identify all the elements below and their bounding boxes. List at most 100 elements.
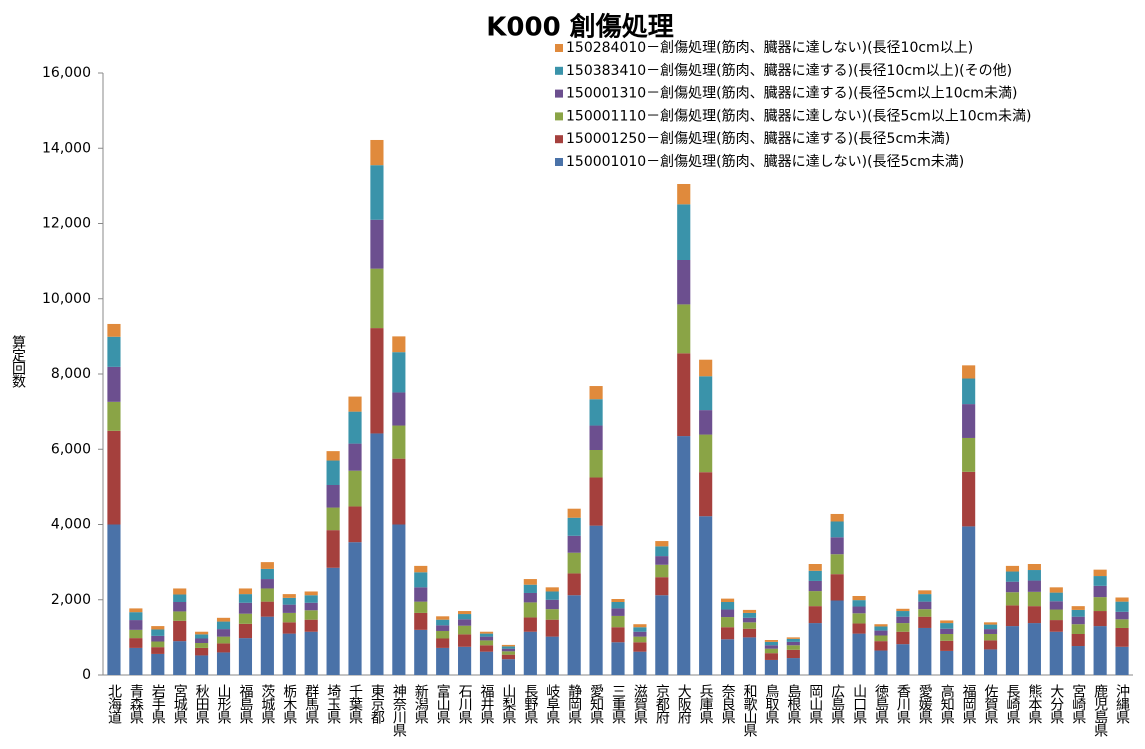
x-tick-label: 三重県 [610, 684, 626, 724]
bar-segment [392, 524, 406, 675]
x-tick-label: 新潟県 [413, 684, 429, 724]
bar-segment [764, 653, 778, 660]
bar-segment [523, 617, 537, 632]
bar-segment [370, 328, 384, 434]
x-tick-label: 福岡県 [961, 684, 977, 724]
bar-segment [173, 594, 187, 603]
bar-segment [216, 629, 231, 637]
bar-segment [151, 635, 165, 642]
bar-segment [1115, 646, 1129, 675]
bar-segment [655, 546, 669, 557]
bar-segment [523, 631, 537, 675]
x-tick-label: 山形県 [216, 684, 232, 724]
y-tick-label: 2,000 [51, 592, 91, 608]
x-tick-label: 大分県 [1048, 684, 1064, 724]
bar-segment [874, 641, 888, 651]
legend-label: 150001250－創傷処理(筋肉、臓器に達する)(長径5cm未満) [566, 130, 950, 147]
bar-segment [786, 658, 800, 675]
bar-segment [852, 633, 866, 675]
bar-segment [1049, 631, 1063, 675]
bar-segment [940, 633, 954, 641]
bar-segment [479, 636, 494, 641]
bar-segment [348, 411, 362, 444]
bar-segment [501, 648, 515, 652]
bar-segment [589, 386, 603, 400]
x-tick-label: 岡山県 [807, 684, 823, 724]
bar-segment [282, 597, 296, 605]
bar-segment [260, 601, 274, 617]
bar-segment [304, 595, 318, 603]
bar-segment [458, 646, 472, 675]
bar-segment [392, 392, 406, 426]
bar-segment [107, 323, 121, 337]
bar-segment [1093, 585, 1107, 598]
legend-swatch [555, 135, 563, 144]
bar-segment [238, 613, 253, 624]
bar-segment [304, 602, 318, 611]
bar-segment [173, 588, 187, 595]
bar-segment [589, 477, 603, 526]
bar-segment [414, 587, 428, 602]
bar-segment [983, 629, 998, 634]
x-tick-label: 埼玉県 [325, 684, 341, 724]
bar-segment [129, 620, 143, 630]
bar-segment [983, 649, 998, 675]
bar-segment [918, 609, 932, 617]
bar-segment [611, 608, 625, 616]
y-tick-label: 10,000 [42, 291, 91, 307]
bar-segment [392, 352, 406, 393]
bar-segment [940, 650, 954, 675]
bar-segment [567, 508, 581, 518]
bar-segment [216, 617, 231, 622]
bar-segment [655, 577, 669, 596]
bar-segment [216, 643, 231, 653]
bar-segment [786, 637, 800, 639]
x-tick-label: 愛媛県 [917, 684, 933, 724]
legend-swatch [555, 44, 563, 52]
bar-segment [874, 626, 888, 631]
x-tick-label: 鳥取県 [763, 684, 779, 724]
bar-segment [633, 627, 647, 632]
bar-segment [742, 637, 757, 675]
bar-segment [721, 627, 735, 640]
bar-segment [282, 594, 296, 598]
x-tick-label: 山梨県 [500, 684, 516, 724]
bar-segment [962, 378, 976, 405]
bar-segment [567, 552, 581, 574]
x-tick-label: 長崎県 [1004, 684, 1020, 724]
bar-segment [764, 645, 778, 649]
bar-segment [238, 594, 253, 603]
bar-segment [173, 620, 187, 642]
bar-segment [304, 619, 318, 632]
bar-segment [195, 655, 209, 675]
bar-segment [633, 631, 647, 637]
bar-segment [195, 634, 209, 639]
bar-segment [304, 610, 318, 620]
bar-segment [874, 624, 888, 627]
bar-segment [414, 629, 428, 675]
bar-segment [699, 516, 713, 675]
bar-segment [436, 630, 450, 639]
x-tick-label: 和歌山県 [741, 684, 757, 737]
x-tick-label: 千葉県 [347, 684, 363, 724]
bar-segment [808, 591, 822, 607]
x-tick-label: 長野県 [522, 684, 538, 724]
bar-segment [896, 611, 910, 617]
bar-segment [238, 602, 253, 614]
bar-segment [1071, 616, 1085, 625]
bar-segment [436, 647, 450, 675]
x-tick-label: 石川県 [457, 684, 473, 724]
legend-label: 150001110－創傷処理(筋肉、臓器に達しない)(長径5cm以上10cm未満… [566, 107, 1031, 124]
bar-segment [414, 612, 428, 630]
bar-segment [874, 635, 888, 642]
bar-segment [589, 425, 603, 451]
bar-segment [677, 353, 691, 437]
x-tick-label: 宮城県 [172, 684, 188, 724]
bar-segment [918, 616, 932, 628]
bar-segment [808, 564, 822, 571]
x-tick-label: 島根県 [785, 684, 801, 724]
x-tick-label: 東京都 [369, 684, 385, 724]
bar-segment [1027, 623, 1041, 675]
bar-segment [874, 650, 888, 675]
bar-segment [151, 626, 165, 630]
